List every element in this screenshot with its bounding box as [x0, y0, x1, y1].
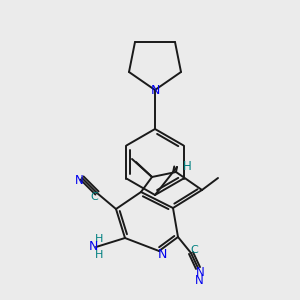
Text: N: N — [88, 241, 98, 254]
Text: N: N — [157, 248, 167, 260]
Text: N: N — [150, 83, 160, 97]
Text: N: N — [196, 266, 204, 278]
Text: N: N — [75, 175, 83, 188]
Text: H: H — [183, 160, 191, 172]
Text: C: C — [90, 192, 98, 202]
Text: H: H — [95, 234, 103, 244]
Text: H: H — [95, 250, 103, 260]
Text: C: C — [190, 245, 198, 255]
Text: N: N — [195, 274, 203, 286]
